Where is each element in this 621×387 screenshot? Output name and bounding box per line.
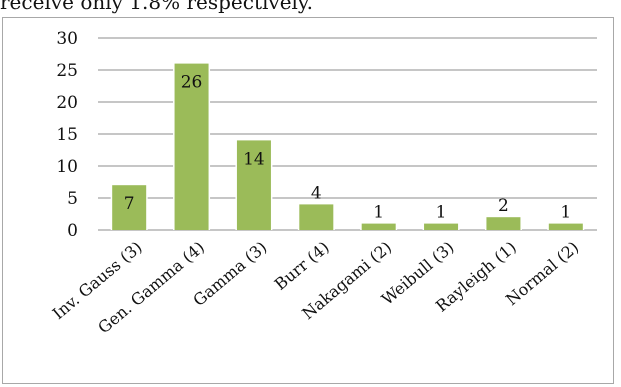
bar <box>547 222 585 230</box>
gridlines <box>98 37 597 231</box>
data-label: 1 <box>373 203 384 223</box>
bar <box>360 222 398 230</box>
data-label: 2 <box>498 196 509 216</box>
y-tick-label: 15 <box>56 125 78 145</box>
y-axis-ticks: 0 5 10 15 20 25 30 <box>56 29 78 241</box>
bars <box>110 62 585 230</box>
x-tick-label: Gen. Gamma (4) <box>94 238 208 338</box>
y-tick-label: 25 <box>56 61 78 81</box>
bar <box>235 138 273 230</box>
bar <box>422 222 460 230</box>
chart-frame <box>2 17 614 384</box>
bar <box>110 183 148 230</box>
y-tick-label: 10 <box>56 157 78 177</box>
bar <box>484 215 522 230</box>
data-label: 1 <box>560 203 571 223</box>
data-label: 1 <box>436 203 447 223</box>
body-text-fragment: receive only 1.8% respectively. <box>0 0 313 14</box>
data-label: 7 <box>124 194 135 214</box>
x-tick-label: Burr (4) <box>271 238 333 294</box>
y-tick-label: 30 <box>56 29 78 49</box>
y-tick-label: 0 <box>67 221 78 241</box>
data-label: 26 <box>181 73 203 93</box>
data-labels: 7 26 14 4 1 1 2 1 <box>124 73 571 223</box>
y-tick-label: 20 <box>56 93 78 113</box>
y-tick-label: 5 <box>67 189 78 209</box>
data-label: 4 <box>311 183 322 203</box>
x-axis-labels: Inv. Gauss (3)Gen. Gamma (4)Gamma (3) Bur… <box>49 238 583 338</box>
data-label: 14 <box>243 149 265 169</box>
bar <box>297 202 335 230</box>
bar <box>173 62 211 230</box>
